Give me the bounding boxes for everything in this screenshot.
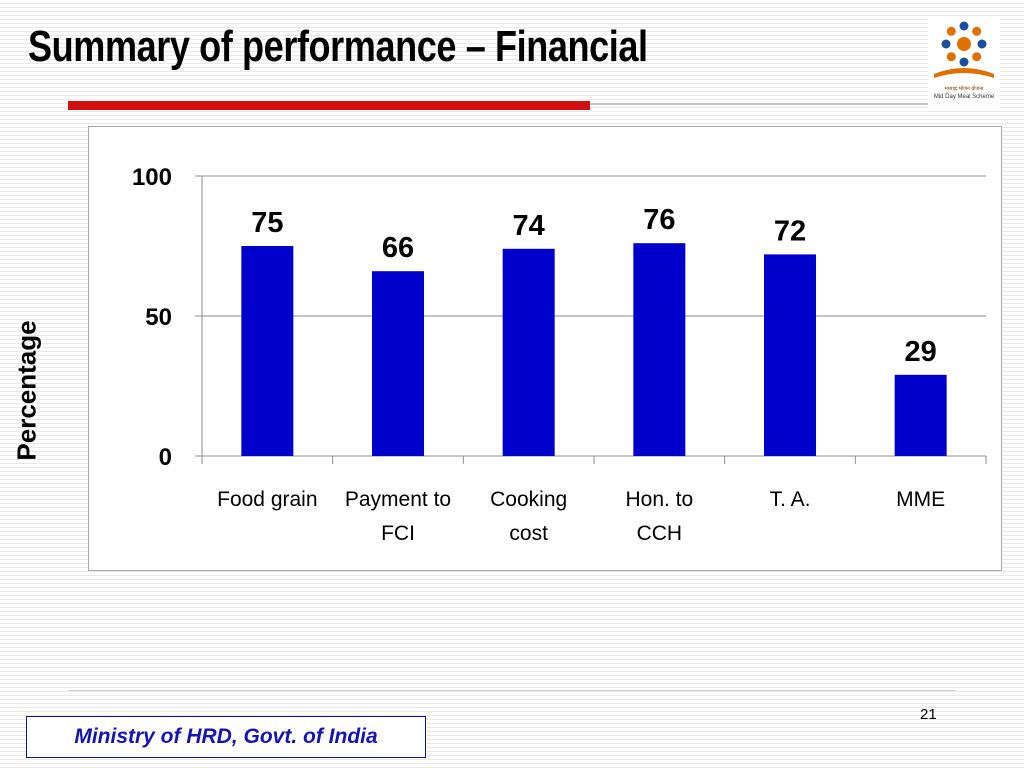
- bar: [372, 271, 424, 456]
- x-tick-label: CCH: [637, 522, 683, 545]
- page-number: 21: [920, 706, 937, 723]
- x-tick-label: T. A.: [770, 488, 811, 511]
- data-label: 75: [251, 207, 283, 239]
- logo-emblem-icon: [934, 21, 994, 78]
- x-tick-label: FCI: [381, 522, 415, 545]
- y-axis-label-text: Percentage: [11, 319, 42, 461]
- y-tick-label: 0: [159, 444, 172, 471]
- bar: [241, 246, 294, 456]
- y-tick-label: 50: [145, 304, 172, 331]
- logo-hindi-text: मध्याह्न भोजन योजना: [944, 86, 984, 92]
- logo-english-text: Mid Day Meal Scheme: [933, 94, 995, 100]
- bar: [764, 254, 816, 456]
- chart-frame: 0 50 100 75 Food grain 66 Payment to FCI 74 Cooki…: [88, 126, 1002, 571]
- data-label: 76: [643, 204, 675, 236]
- page-title: Summary of performance – Financial: [28, 22, 648, 71]
- mid-day-meal-logo-icon: मध्याह्न भोजन योजना Mid Day Meal Scheme: [928, 18, 1000, 108]
- title-rule: [590, 103, 930, 105]
- data-label: 29: [905, 336, 937, 368]
- footer-text: Ministry of HRD, Govt. of India: [74, 725, 378, 748]
- data-label: 74: [513, 210, 545, 242]
- title-accent-bar: [68, 101, 590, 110]
- x-tick-label: MME: [896, 488, 945, 511]
- x-tick-label: cost: [509, 522, 548, 545]
- bar: [502, 248, 555, 456]
- bar: [633, 243, 686, 456]
- y-axis-label: Percentage: [8, 300, 46, 480]
- footer-rule: [68, 690, 956, 691]
- data-label: 72: [774, 215, 806, 247]
- x-tick-label: Payment to: [345, 488, 451, 511]
- data-label: 66: [382, 232, 414, 264]
- bar-chart: 0 50 100 75 Food grain 66 Payment to FCI 74 Cooki…: [132, 164, 987, 545]
- x-tick-label: Food grain: [217, 488, 317, 511]
- bar: [894, 374, 947, 456]
- x-tick-label: Cooking: [490, 488, 567, 511]
- footer-box: Ministry of HRD, Govt. of India: [26, 716, 426, 758]
- x-tick-label: Hon. to: [625, 488, 693, 511]
- y-tick-label: 100: [132, 164, 172, 191]
